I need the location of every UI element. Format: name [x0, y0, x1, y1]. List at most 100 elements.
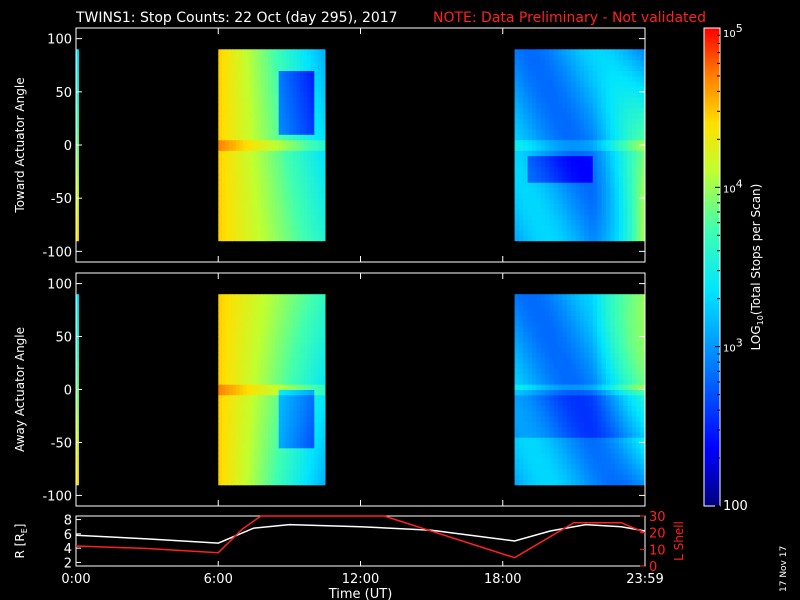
heatmap-cell — [232, 363, 237, 369]
heatmap-cell — [314, 208, 319, 215]
heatmap-cell — [218, 182, 223, 188]
heatmap-cell — [236, 479, 241, 486]
heatmap-cell — [540, 97, 546, 103]
heatmap-cell — [549, 176, 555, 183]
heatmap-cell — [317, 352, 322, 359]
heatmap-cell — [218, 368, 223, 375]
heatmap-cell — [532, 431, 537, 438]
heatmap-cell — [246, 134, 251, 141]
heatmap-cell — [221, 198, 226, 204]
heatmap-cell — [527, 176, 533, 183]
heatmap-cell — [236, 91, 241, 98]
heatmap-cell — [268, 139, 273, 146]
heatmap-cell — [605, 139, 611, 146]
heatmap-cell — [640, 219, 646, 226]
heatmap-cell — [618, 394, 624, 401]
heatmap-cell — [275, 453, 280, 459]
heatmap-cell — [307, 86, 312, 93]
heatmap-cell — [264, 54, 269, 61]
heatmap-cell — [253, 49, 258, 56]
heatmap-cell — [239, 224, 244, 231]
heatmap-cell — [239, 70, 244, 77]
heatmap-cell — [562, 347, 568, 353]
heatmap-cell — [243, 378, 248, 385]
heatmap-cell — [221, 299, 226, 306]
heatmap-cell — [562, 405, 568, 412]
heatmap-cell — [627, 102, 633, 109]
heatmap-cell — [321, 320, 326, 327]
heatmap-cell — [610, 468, 615, 475]
heatmap-cell — [527, 219, 533, 226]
heatmap-cell — [523, 479, 529, 486]
heatmap-cell — [523, 341, 529, 348]
heatmap-cell — [228, 336, 233, 343]
heatmap-cell — [321, 129, 326, 135]
heatmap-cell — [575, 198, 581, 204]
heatmap-cell — [236, 161, 241, 167]
heatmap-cell — [300, 437, 305, 443]
heatmap-cell — [575, 389, 581, 396]
heatmap-cell — [228, 75, 233, 82]
heatmap-cell — [314, 86, 319, 93]
heatmap-cell — [253, 187, 258, 194]
heatmap-cell — [289, 384, 294, 390]
heatmap-cell — [303, 453, 308, 459]
heatmap-cell — [523, 54, 529, 61]
heatmap-cell — [514, 437, 520, 443]
heatmap-cell — [614, 315, 620, 322]
heatmap-cell — [566, 447, 572, 454]
heatmap-cell — [300, 341, 305, 348]
heatmap-cell — [636, 198, 642, 204]
heatmap-cell — [314, 182, 319, 188]
heatmap-cell — [218, 384, 223, 390]
heatmap-cell — [275, 347, 280, 353]
heatmap-cell — [243, 224, 248, 231]
heatmap-cell — [532, 187, 537, 194]
heatmap-cell — [300, 463, 305, 470]
heatmap-cell — [571, 363, 576, 369]
heatmap-cell — [558, 91, 563, 98]
heatmap-cell — [610, 235, 615, 242]
heatmap-cell — [307, 310, 312, 316]
heatmap-cell — [566, 458, 572, 465]
heatmap-cell — [558, 368, 563, 375]
heatmap-cell — [228, 410, 233, 417]
heatmap-cell — [514, 389, 520, 396]
heatmap-cell — [575, 54, 581, 61]
heatmap-cell — [610, 384, 615, 390]
heatmap-cell — [278, 315, 283, 322]
heatmap-cell — [289, 235, 294, 242]
heatmap-cell — [228, 123, 233, 130]
heatmap-cell — [76, 442, 79, 449]
heatmap-cell — [314, 118, 319, 125]
heatmap-cell — [597, 91, 602, 98]
heatmap-cell — [597, 118, 602, 125]
heatmap-cell — [246, 155, 251, 162]
heatmap-cell — [610, 161, 615, 167]
heatmap-cell — [597, 426, 602, 433]
heatmap-cell — [321, 59, 326, 66]
heatmap-cell — [321, 150, 326, 157]
heatmap-cell — [640, 453, 646, 459]
heatmap-cell — [225, 139, 230, 146]
heatmap-cell — [278, 59, 283, 66]
heatmap-cell — [268, 203, 273, 210]
heatmap-cell — [228, 139, 233, 146]
heatmap-cell — [514, 331, 520, 338]
heatmap-cell — [536, 458, 542, 465]
heatmap-cell — [232, 182, 237, 188]
heatmap-cell — [610, 203, 615, 210]
heatmap-cell — [627, 214, 633, 220]
heatmap-cell — [519, 166, 524, 173]
heatmap-cell — [275, 214, 280, 220]
heatmap-cell — [232, 198, 237, 204]
heatmap-cell — [314, 400, 319, 406]
heatmap-cell — [221, 336, 226, 343]
heatmap-cell — [260, 224, 265, 231]
heatmap-cell — [632, 70, 637, 77]
heatmap-cell — [549, 208, 555, 215]
heatmap-cell — [623, 65, 629, 71]
heatmap-cell — [614, 192, 620, 199]
